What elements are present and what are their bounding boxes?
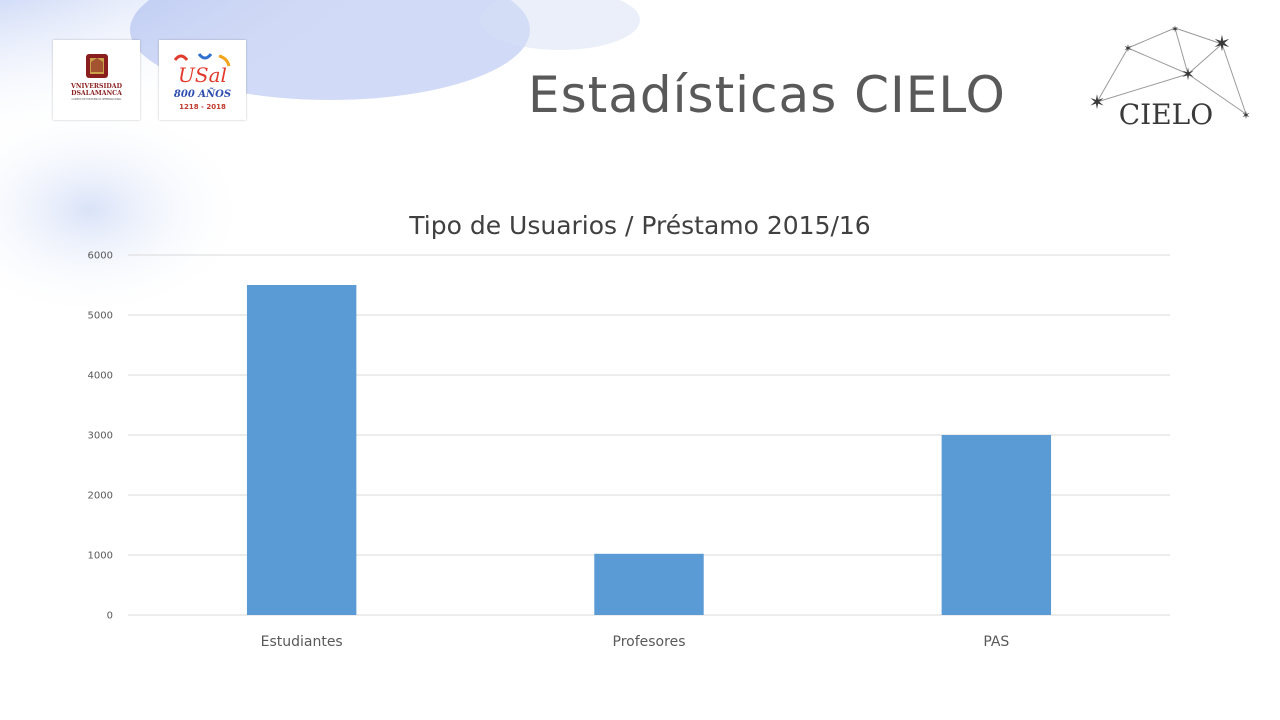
university-logo: VNIVERSIDAD DSALAMANCA CAMPUS DE EXCELEN…: [53, 40, 140, 120]
x-tick-label: Estudiantes: [261, 634, 343, 650]
x-tick-label: PAS: [983, 634, 1009, 650]
star-icon: ✶: [1241, 109, 1250, 122]
y-tick-label: 2000: [88, 491, 113, 502]
svg-text:CAMPUS DE EXCELENCIA INTERNACI: CAMPUS DE EXCELENCIA INTERNACIONAL: [71, 98, 122, 101]
slide-title: Estadísticas CIELO: [528, 66, 1006, 124]
svg-text:VNIVERSIDAD: VNIVERSIDAD: [70, 83, 123, 90]
y-tick-label: 1000: [88, 551, 113, 562]
x-tick-label: Profesores: [613, 634, 686, 650]
y-tick-label: 6000: [88, 251, 113, 262]
svg-text:800 AÑOS: 800 AÑOS: [174, 88, 231, 100]
bar-profesores: [594, 553, 704, 615]
svg-text:DSALAMANCA: DSALAMANCA: [71, 90, 122, 97]
star-icon: ✶: [1171, 25, 1179, 35]
y-tick-label: 5000: [88, 311, 113, 322]
y-tick-label: 0: [107, 611, 113, 622]
bar-estudiantes: [246, 285, 357, 615]
anniversary-logo: USal 800 AÑOS 1218 - 2018: [159, 40, 246, 120]
cielo-logo: ✶ ✶ ✶ ✶ ✶ ✶ CIELO: [1089, 25, 1251, 131]
star-icon: ✶: [1181, 65, 1195, 85]
y-tick-label: 4000: [88, 371, 113, 382]
svg-text:1218 - 2018: 1218 - 2018: [179, 103, 226, 111]
svg-text:USal: USal: [178, 63, 227, 87]
star-icon: ✶: [1089, 90, 1106, 114]
bar-pas: [941, 435, 1052, 615]
y-tick-label: 3000: [88, 431, 113, 442]
star-icon: ✶: [1123, 42, 1132, 55]
chart-title: Tipo de Usuarios / Préstamo 2015/16: [408, 211, 870, 240]
svg-text:CIELO: CIELO: [1119, 98, 1213, 131]
star-icon: ✶: [1213, 32, 1231, 57]
